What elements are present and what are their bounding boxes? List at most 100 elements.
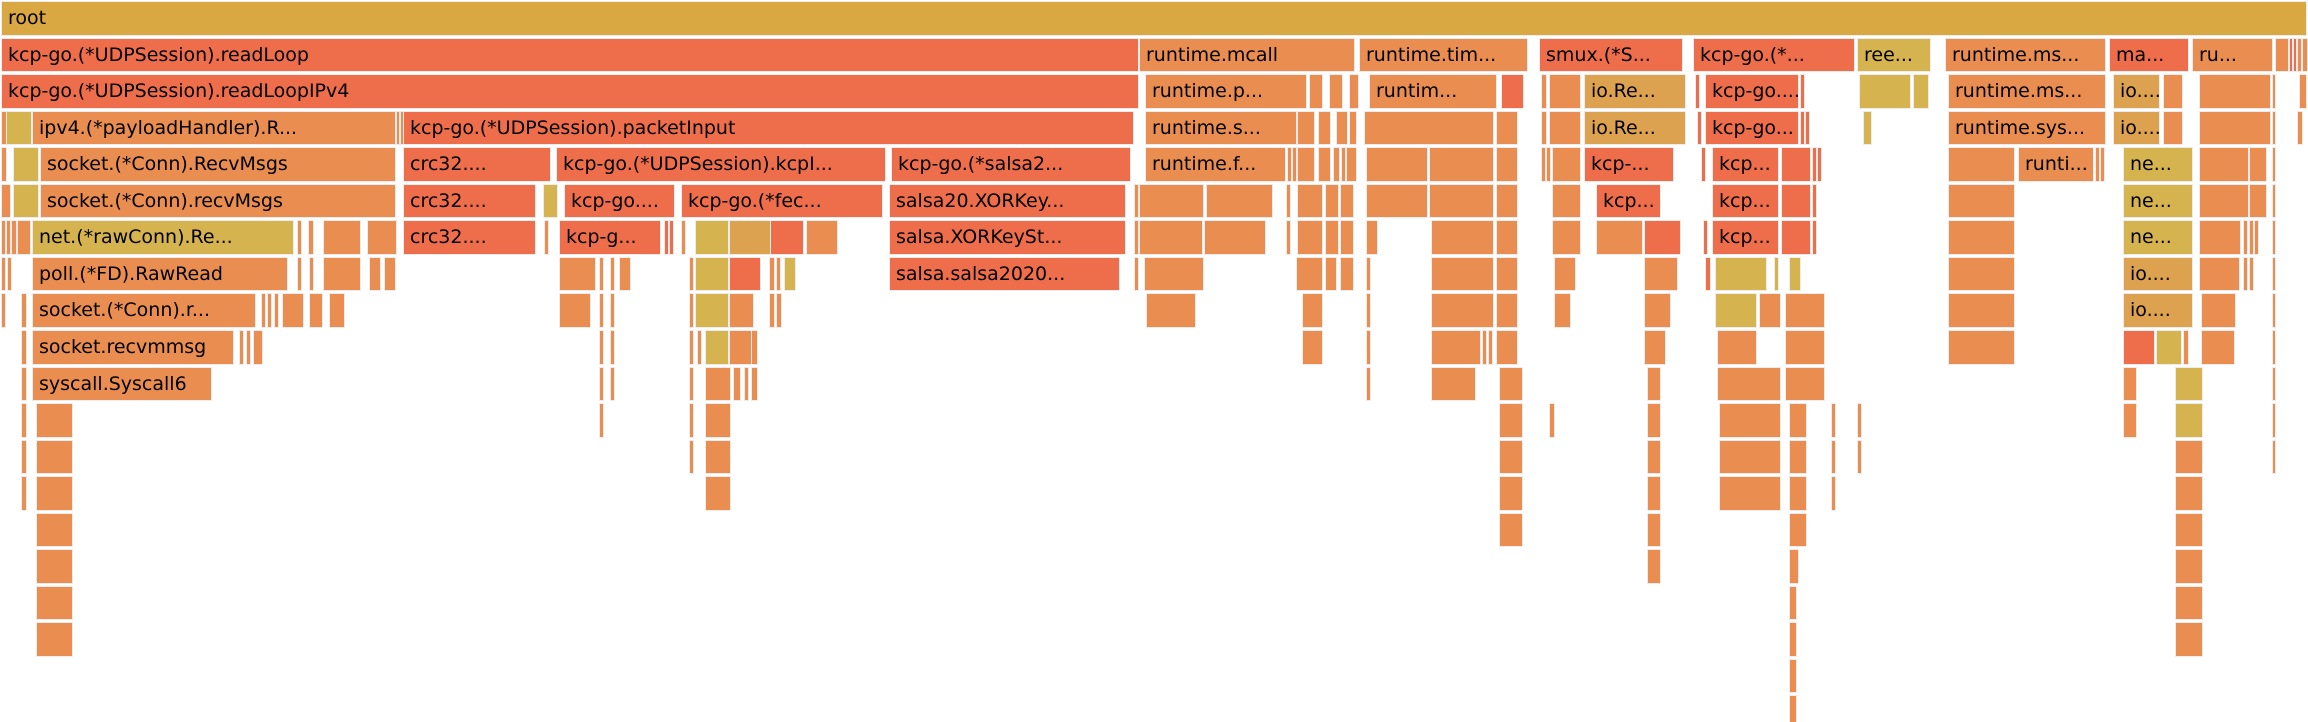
flame-frame[interactable]: [1645, 294, 1670, 327]
flame-frame-kcp[interactable]: kcp...: [1597, 184, 1660, 218]
flame-frame[interactable]: [1319, 111, 1330, 145]
flame-frame[interactable]: [1782, 184, 1810, 218]
flame-frame[interactable]: [2101, 148, 2104, 181]
flame-frame[interactable]: [1790, 623, 1796, 656]
flame-frame[interactable]: [1553, 221, 1580, 254]
flame-frame[interactable]: [22, 330, 26, 364]
flame-frame[interactable]: [1500, 404, 1522, 437]
flame-frame[interactable]: [2244, 221, 2247, 254]
flame-frame[interactable]: [1497, 184, 1517, 218]
flame-frame[interactable]: [1718, 330, 1756, 364]
flame-frame[interactable]: [2200, 75, 2270, 108]
flame-frame[interactable]: [14, 184, 38, 218]
flame-frame[interactable]: [14, 148, 38, 181]
flame-frame[interactable]: [1145, 257, 1203, 291]
flame-frame-net-rawconn-re[interactable]: net.(*rawConn).Re...: [33, 221, 293, 254]
flame-frame[interactable]: [1497, 148, 1517, 181]
flame-frame-runti[interactable]: runti...: [2019, 148, 2093, 181]
flame-frame[interactable]: [1813, 221, 1816, 254]
flame-frame[interactable]: [611, 294, 614, 327]
flame-frame[interactable]: [283, 294, 303, 327]
flame-frame[interactable]: [2250, 184, 2266, 218]
flame-frame[interactable]: [600, 404, 603, 437]
flame-frame[interactable]: [706, 477, 730, 510]
flame-frame[interactable]: [247, 330, 250, 364]
flame-frame[interactable]: [37, 550, 72, 583]
flame-frame-socket-conn-recvmsgs[interactable]: socket.(*Conn).recvMsgs: [41, 184, 395, 218]
flame-frame[interactable]: [1542, 148, 1545, 181]
flame-frame[interactable]: [620, 257, 630, 291]
flame-frame[interactable]: [665, 221, 668, 254]
flame-frame[interactable]: [770, 294, 774, 327]
flame-frame[interactable]: [706, 440, 730, 474]
flame-frame[interactable]: [1818, 148, 1821, 181]
flame-frame[interactable]: [1432, 257, 1493, 291]
flame-frame[interactable]: [1205, 221, 1265, 254]
flame-frame-kcp-go[interactable]: kcp-go...: [1706, 111, 1798, 145]
flame-frame[interactable]: [611, 257, 614, 291]
flame-frame[interactable]: [734, 367, 740, 401]
flame-frame[interactable]: [696, 257, 728, 291]
flame-frame[interactable]: [1553, 184, 1580, 218]
flame-frame[interactable]: [1287, 184, 1290, 218]
flame-frame[interactable]: [611, 330, 614, 364]
flame-frame[interactable]: [1949, 294, 2014, 327]
flame-frame[interactable]: [18, 221, 30, 254]
flame-frame[interactable]: [1334, 148, 1339, 181]
flame-frame[interactable]: [1347, 148, 1356, 181]
flame-frame-io[interactable]: io....: [2124, 294, 2192, 327]
flame-frame[interactable]: [2, 184, 10, 218]
flame-frame[interactable]: [1949, 330, 2014, 364]
flame-frame[interactable]: [22, 404, 26, 437]
flame-frame[interactable]: [2, 221, 5, 254]
flame-frame[interactable]: [1949, 184, 2014, 218]
flame-frame[interactable]: [706, 367, 730, 401]
flame-frame-io-re[interactable]: io.Re...: [1585, 75, 1685, 108]
flame-frame[interactable]: [730, 257, 760, 291]
flame-frame[interactable]: [309, 221, 313, 254]
flame-frame[interactable]: [1775, 257, 1778, 291]
flame-frame[interactable]: [696, 221, 728, 254]
flame-frame[interactable]: [1858, 440, 1861, 474]
flame-frame[interactable]: [1648, 404, 1660, 437]
flame-frame[interactable]: [7, 221, 10, 254]
flame-frame-kcp-go-udpsession-readloopipv4[interactable]: kcp-go.(*UDPSession).readLoopIPv4: [2, 75, 1138, 108]
flame-frame-kcp-go-fec[interactable]: kcp-go.(*fec...: [682, 184, 882, 218]
flame-frame[interactable]: [1645, 330, 1665, 364]
flame-frame[interactable]: [1430, 184, 1493, 218]
flame-frame[interactable]: [690, 294, 693, 327]
flame-frame[interactable]: [22, 477, 26, 510]
flame-frame[interactable]: [401, 111, 403, 145]
flame-frame[interactable]: [1350, 75, 1358, 108]
flame-frame[interactable]: [1782, 148, 1810, 181]
flame-frame[interactable]: [1298, 221, 1322, 254]
flame-frame[interactable]: [2200, 184, 2248, 218]
flame-frame[interactable]: [2273, 440, 2275, 474]
flame-frame[interactable]: [1696, 75, 1699, 108]
flame-frame[interactable]: [8, 257, 11, 291]
flame-frame[interactable]: [1297, 257, 1322, 291]
flame-frame[interactable]: [1500, 477, 1522, 510]
flame-frame-kcp-go-udpsession-packetinput[interactable]: kcp-go.(*UDPSession).packetInput: [404, 111, 1133, 145]
flame-frame[interactable]: [690, 440, 693, 474]
flame-frame[interactable]: [1806, 111, 1809, 145]
flame-frame[interactable]: [1342, 148, 1345, 181]
flame-frame[interactable]: [324, 221, 360, 254]
flame-frame-crc32[interactable]: crc32....: [404, 148, 550, 181]
flame-frame-poll-fd-rawread[interactable]: poll.(*FD).RawRead: [33, 257, 287, 291]
flame-frame[interactable]: [2273, 294, 2275, 327]
flame-frame-kcp-go-udpsession-kcpi[interactable]: kcp-go.(*UDPSession).kcpI...: [557, 148, 885, 181]
flame-frame-ne[interactable]: ne...: [2124, 148, 2192, 181]
flame-frame[interactable]: [1813, 148, 1816, 181]
flame-frame[interactable]: [1326, 257, 1336, 291]
flame-frame-kcp-go[interactable]: kcp-go....: [1706, 75, 1798, 108]
flame-frame[interactable]: [2124, 367, 2136, 401]
flame-frame[interactable]: [1949, 221, 2014, 254]
flame-frame[interactable]: [785, 257, 795, 291]
flame-frame[interactable]: [1716, 294, 1756, 327]
flame-frame-kcp-go[interactable]: kcp-go.(*...: [1694, 38, 1854, 72]
flame-frame[interactable]: [1949, 257, 2014, 291]
flame-frame[interactable]: [2303, 38, 2307, 72]
flame-frame[interactable]: [1832, 477, 1835, 510]
flame-frame-kcp-go[interactable]: kcp-go....: [565, 184, 674, 218]
